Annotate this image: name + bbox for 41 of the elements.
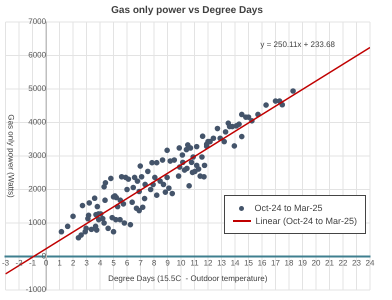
- y-tick-label: 1000: [28, 218, 47, 228]
- chart-title: Gas only power vs Degree Days: [111, 4, 264, 16]
- x-tick-label: 6: [124, 258, 130, 268]
- x-axis-title: Degree Days (15.5C - Outdoor temperature): [108, 274, 268, 284]
- y-tick-label: 4000: [28, 118, 47, 127]
- x-tick-label: 5: [111, 258, 116, 268]
- x-tick-label: 23: [352, 258, 362, 268]
- x-tick-label: 10: [176, 258, 186, 268]
- y-tick-label: 5000: [28, 84, 47, 94]
- x-tick-label: 17: [271, 258, 281, 268]
- y-tick-label: -1000: [26, 285, 47, 294]
- x-tick-label: 8: [152, 258, 157, 268]
- x-tick-label: 14: [230, 258, 240, 268]
- x-tick-label: 22: [338, 258, 348, 268]
- x-tick-label: 16: [258, 258, 268, 268]
- x-tick-label: 21: [325, 258, 334, 268]
- x-tick-label: -3: [2, 258, 10, 268]
- y-tick-label: 2000: [28, 184, 47, 194]
- x-tick-label: 18: [284, 258, 294, 268]
- x-tick-label: 13: [217, 258, 227, 268]
- x-tick-label: 4: [98, 258, 103, 268]
- annotation: y = 250.11x + 233.68: [260, 40, 336, 49]
- x-tick-label: 19: [298, 258, 308, 268]
- x-tick-label: 1: [57, 258, 62, 268]
- y-tick-label: 0: [42, 252, 47, 261]
- x-tick-label: 12: [204, 258, 214, 268]
- x-tick-label: 15: [244, 258, 254, 268]
- x-tick-label: 20: [312, 258, 322, 268]
- y-tick-label: 6000: [28, 50, 47, 60]
- y-tick-label: 3000: [28, 151, 47, 160]
- x-tick-label: 2: [70, 258, 76, 268]
- x-tick-label: 9: [165, 258, 170, 268]
- y-tick-label: 7000: [28, 17, 47, 26]
- x-tick-label: 11: [190, 258, 200, 268]
- legend-label: Oct-24 to Mar-25: [254, 203, 322, 213]
- legend-label: Linear (Oct-24 to Mar-25): [255, 216, 357, 226]
- x-tick-label: -1: [28, 258, 37, 268]
- x-tick-label: 24: [366, 258, 375, 268]
- x-tick-label: 7: [138, 258, 144, 268]
- y-axis-title: Gas only power (Watts): [6, 114, 16, 198]
- x-tick-label: 3: [84, 258, 90, 268]
